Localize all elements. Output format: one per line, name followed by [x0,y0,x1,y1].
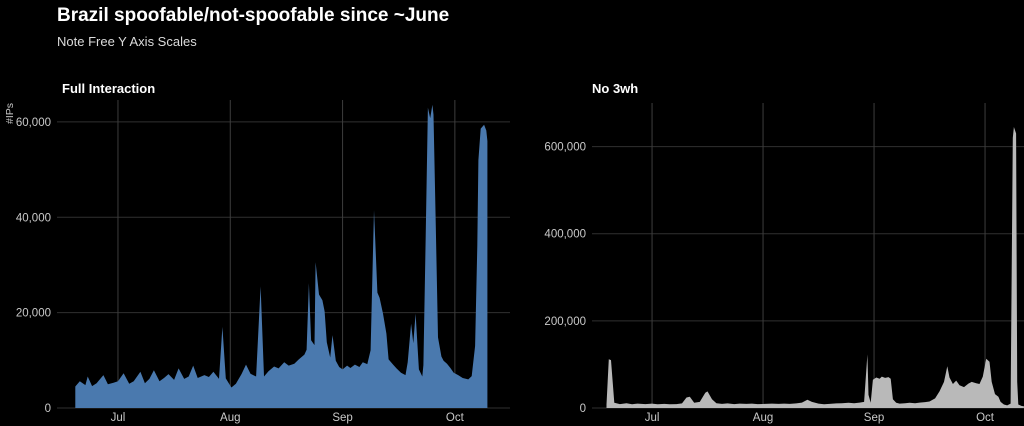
x-tick-label: Aug [220,412,240,424]
page-title: Brazil spoofable/not-spoofable since ~Ju… [57,5,450,26]
x-tick-label: Sep [864,412,884,424]
area-chart-no-3wh: 0 200,000 400,000 600,000 Jul Aug Sep Oct [544,103,1024,424]
y-tick-label: 60,000 [16,117,51,129]
chart-title-no-3wh: No 3wh [592,81,639,96]
x-tick-label: Oct [446,412,465,424]
x-tick-label: Oct [976,412,995,424]
y-tick-label: 20,000 [16,308,51,320]
y-tick-label: 0 [580,403,586,415]
page-subtitle: Note Free Y Axis Scales [57,34,197,49]
y-tick-label: 400,000 [544,229,586,241]
area-series [606,127,1024,408]
area-series [75,104,488,409]
x-tick-label: Jul [111,412,126,424]
chart-title-full-interaction: Full Interaction [62,81,156,96]
x-tick-label: Jul [645,412,660,424]
y-tick-label: 200,000 [544,316,586,328]
y-tick-label: 600,000 [544,142,586,154]
x-tick-label: Aug [753,412,773,424]
y-tick-label: 40,000 [16,212,51,224]
area-chart-full-interaction: 0 20,000 40,000 60,000 Jul Aug Sep Oct [16,100,510,424]
y-tick-label: 0 [45,403,51,415]
x-tick-label: Sep [332,412,352,424]
